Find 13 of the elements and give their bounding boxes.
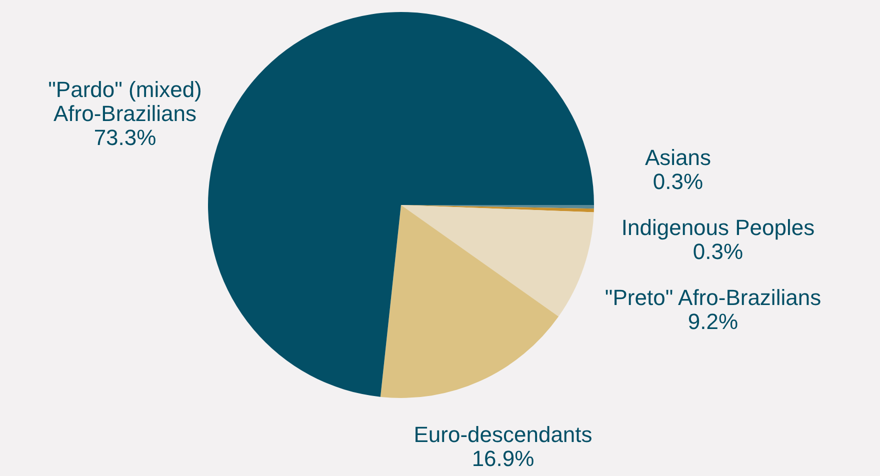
data-label: 9.2% xyxy=(688,309,738,334)
pie-slice xyxy=(401,205,594,316)
slice-label: Asians xyxy=(644,145,712,170)
slice-label: Indigenous Peoples xyxy=(621,215,815,240)
data-label: 0.3% xyxy=(692,239,744,264)
slice-label: "Pardo" (mixed) Afro-Brazilians xyxy=(48,77,202,126)
pie-slice xyxy=(208,12,594,397)
slice-label: Euro-descendants xyxy=(414,422,592,447)
data-label: 73.3% xyxy=(94,125,156,150)
pie-slice xyxy=(380,205,559,398)
slice-label: "Preto" Afro-Brazilians xyxy=(604,285,822,310)
data-label: 0.3% xyxy=(652,169,704,194)
data-label: 16.9% xyxy=(472,446,534,471)
